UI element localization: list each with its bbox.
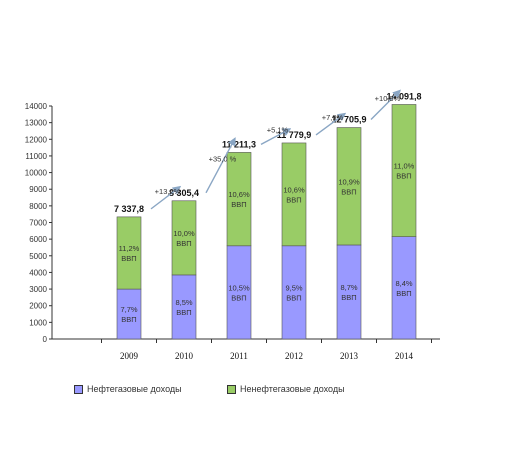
- bar-data-label: 8,7%: [340, 283, 357, 292]
- growth-arrow: [370, 89, 401, 121]
- x-tick-label: 2012: [285, 351, 303, 361]
- bar-data-label: ВВП: [176, 308, 191, 317]
- growth-label: +13,2%: [155, 187, 181, 196]
- bar-total-label: 11 211,3: [222, 139, 256, 149]
- bar-data-label: 10,9%: [338, 177, 360, 186]
- y-tick-label: 6000: [29, 235, 47, 244]
- bar-data-label: ВВП: [176, 239, 191, 248]
- y-tick-label: 14000: [25, 102, 48, 111]
- bar-oil-gas: [281, 245, 307, 340]
- bar-data-label: 10,6%: [283, 185, 305, 194]
- bar-non-oil-gas: [226, 152, 252, 247]
- legend-label-non-oil-gas: Ненефтегазовые доходы: [240, 384, 345, 394]
- y-tick-label: 3000: [29, 285, 47, 294]
- bar-data-label: ВВП: [341, 293, 356, 302]
- bar-data-label: 9,5%: [285, 283, 302, 292]
- x-tick-label: 2013: [340, 351, 359, 361]
- bar-non-oil-gas: [171, 200, 197, 276]
- growth-label: +10,9%: [375, 94, 401, 103]
- bar-data-label: ВВП: [286, 195, 301, 204]
- bar-data-label: ВВП: [341, 187, 356, 196]
- bar-total-label: 11 779,9: [277, 130, 312, 140]
- bar-data-label: 10,5%: [228, 283, 250, 292]
- bar-data-label: 11,2%: [119, 244, 140, 253]
- growth-arrow: [315, 112, 347, 136]
- bar-non-oil-gas: [116, 216, 142, 290]
- y-tick-label: 11000: [25, 152, 47, 161]
- growth-arrow: [150, 185, 182, 210]
- bar-total-label: 12 705,9: [331, 115, 366, 125]
- y-tick-label: 0: [43, 335, 48, 344]
- x-tick-label: 2011: [230, 351, 248, 361]
- growth-arrow: [205, 137, 236, 194]
- legend-swatch-non-oil-gas: [227, 384, 236, 394]
- x-tick-label: 2009: [120, 351, 139, 361]
- x-tick-label: 2014: [395, 351, 414, 361]
- bar-data-label: 10,0%: [173, 229, 195, 238]
- bar-data-label: ВВП: [231, 200, 246, 209]
- legend-label-oil-gas: Нефтегазовые доходы: [87, 384, 182, 394]
- y-tick-label: 13000: [25, 119, 48, 128]
- bar-total-label: 7 337,8: [114, 204, 144, 214]
- bar-non-oil-gas: [391, 104, 417, 237]
- bar-total-label: 14 091,8: [386, 91, 421, 101]
- y-tick-label: 7000: [29, 219, 47, 228]
- growth-label: +5,1%: [267, 126, 289, 135]
- growth-label: +7,9%: [322, 113, 344, 122]
- y-tick-label: 9000: [29, 185, 47, 194]
- y-tick-label: 4000: [29, 268, 47, 277]
- bar-oil-gas: [116, 288, 142, 340]
- bar-non-oil-gas: [281, 142, 307, 247]
- growth-arrow: [260, 128, 292, 146]
- legend-swatch-oil-gas: [74, 384, 83, 394]
- bar-data-label: 7,7%: [120, 305, 137, 314]
- legend-item-non-oil-gas: Ненефтегазовые доходы: [227, 384, 345, 394]
- y-tick-label: 5000: [29, 252, 47, 261]
- bar-data-label: ВВП: [396, 289, 411, 298]
- bar-data-label: 10,6%: [228, 190, 250, 199]
- bar-data-label: 8,5%: [175, 298, 192, 307]
- y-tick-label: 2000: [29, 302, 47, 311]
- legend-item-oil-gas: Нефтегазовые доходы: [74, 384, 182, 394]
- bar-data-label: ВВП: [231, 293, 246, 302]
- y-tick-label: 10000: [25, 169, 48, 178]
- bar-data-label: 11,0%: [394, 162, 415, 171]
- bar-data-label: 8,4%: [395, 279, 412, 288]
- y-tick-label: 12000: [25, 135, 48, 144]
- bar-data-label: ВВП: [121, 254, 136, 263]
- bar-data-label: ВВП: [286, 293, 301, 302]
- x-tick-label: 2010: [175, 351, 194, 361]
- bar-non-oil-gas: [336, 127, 362, 246]
- bar-total-label: 8 305,4: [169, 188, 199, 198]
- bar-data-label: ВВП: [121, 315, 136, 324]
- y-tick-label: 1000: [29, 318, 47, 327]
- y-tick-label: 8000: [29, 202, 47, 211]
- bar-data-label: ВВП: [396, 172, 411, 181]
- bar-oil-gas: [226, 245, 252, 340]
- bar-oil-gas: [336, 244, 362, 340]
- growth-label: +35,0 %: [209, 155, 237, 164]
